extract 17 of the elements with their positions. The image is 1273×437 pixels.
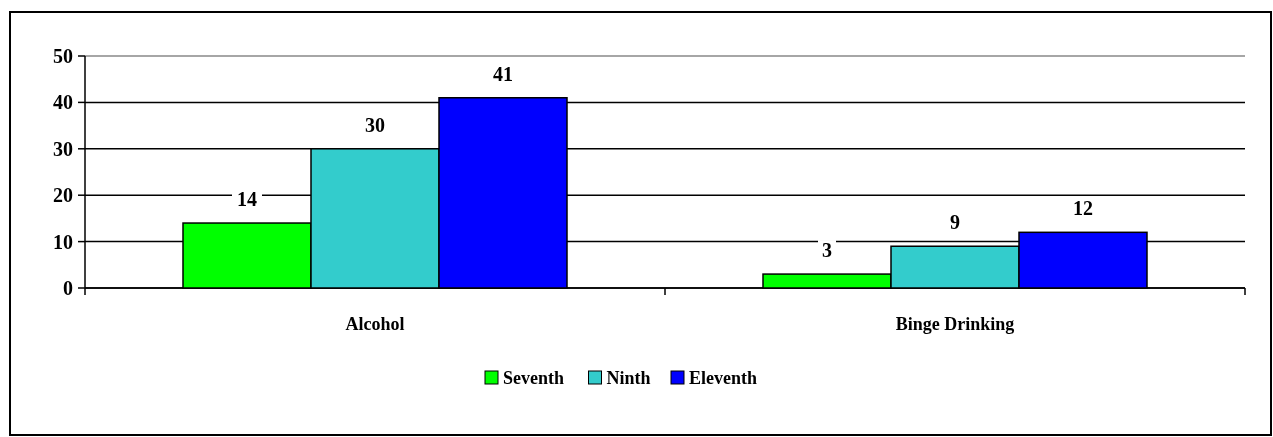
legend-label: Eleventh (689, 368, 758, 389)
data-label: 9 (950, 211, 960, 234)
y-tick-label: 20 (53, 184, 73, 207)
data-label: 14 (237, 188, 257, 211)
y-tick-label: 50 (53, 45, 73, 67)
x-tick-label: Alcohol (345, 314, 405, 334)
y-tick-label: 10 (53, 230, 73, 253)
legend-label: Seventh (503, 368, 565, 389)
x-tick-label: Binge Drinking (895, 314, 1015, 334)
data-label: 12 (1073, 197, 1093, 220)
y-tick-label: 30 (53, 137, 73, 160)
y-tick-label: 0 (63, 277, 73, 299)
y-tick-label: 40 (53, 91, 73, 114)
legend-label: Ninth (606, 368, 651, 389)
data-label: 3 (822, 239, 832, 262)
data-label: 30 (365, 113, 385, 136)
data-label: 41 (493, 62, 513, 85)
